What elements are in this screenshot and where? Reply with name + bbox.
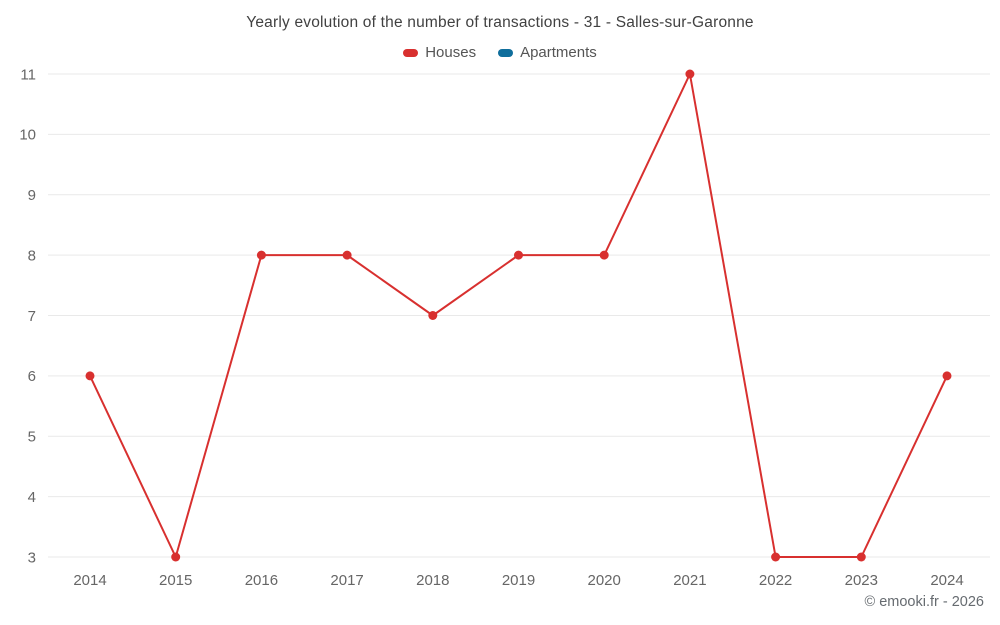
x-tick-label: 2023 [845,572,878,589]
x-tick-label: 2015 [159,572,192,589]
y-tick-label: 10 [19,127,36,144]
data-point-houses-2014[interactable] [85,371,95,381]
y-tick-label: 11 [20,66,36,83]
y-tick-label: 6 [28,368,36,385]
legend: Houses Apartments [0,44,1000,61]
legend-item-apartments[interactable]: Apartments [498,44,597,61]
x-tick-label: 2017 [330,572,363,589]
apartments-series-swatch-icon [498,48,514,57]
y-tick-label: 8 [28,247,36,264]
x-tick-label: 2021 [673,572,706,589]
legend-label-houses: Houses [425,44,477,61]
data-point-houses-2017[interactable] [342,250,352,260]
y-tick-label: 7 [28,308,36,325]
y-tick-label: 9 [28,187,36,204]
houses-series-swatch-icon [403,48,419,57]
x-tick-label: 2022 [759,572,792,589]
legend-item-houses[interactable]: Houses [403,44,476,61]
chart-title: Yearly evolution of the number of transa… [246,14,754,31]
copyright-attribution: © emooki.fr - 2026 [864,594,984,610]
data-point-houses-2015[interactable] [171,552,181,562]
x-tick-label: 2020 [588,572,621,589]
y-tick-label: 4 [28,489,36,506]
data-point-houses-2019[interactable] [514,250,523,260]
legend-label-apartments: Apartments [520,44,597,61]
x-tick-label: 2014 [73,572,106,589]
data-point-houses-2016[interactable] [256,250,266,260]
y-tick-label: 5 [28,429,36,446]
x-tick-label: 2018 [416,572,449,589]
x-tick-label: 2019 [502,572,535,589]
x-tick-label: 2016 [245,572,278,589]
data-point-houses-2024[interactable] [942,371,952,381]
data-point-houses-2023[interactable] [856,552,866,562]
x-tick-label: 2024 [930,572,963,589]
y-tick-label: 3 [28,549,36,566]
data-point-houses-2022[interactable] [771,552,781,562]
data-point-houses-2018[interactable] [428,311,438,320]
data-point-houses-2021[interactable] [685,69,695,79]
data-point-houses-2020[interactable] [599,250,609,260]
